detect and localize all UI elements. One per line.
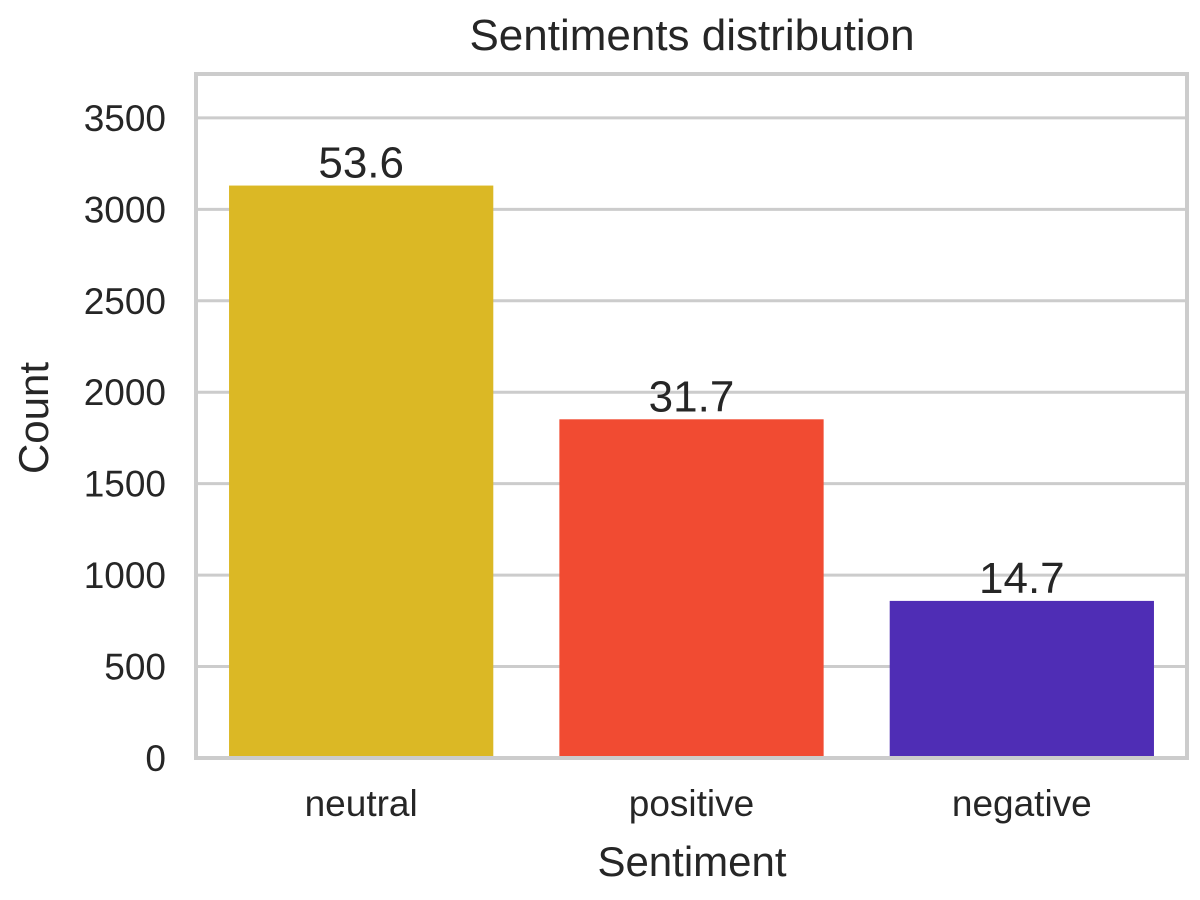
x-axis-label: Sentiment (597, 838, 786, 885)
y-tick-label: 3500 (84, 98, 166, 139)
y-tick-labels: 0 500 1000 1500 2000 2500 3000 3500 (84, 98, 166, 779)
x-tick-label: neutral (305, 783, 418, 824)
y-tick-label: 2000 (84, 372, 166, 413)
x-tick-labels: neutral positive negative (305, 783, 1092, 824)
data-label: 31.7 (649, 372, 735, 421)
y-tick-label: 500 (104, 647, 166, 688)
chart-title: Sentiments distribution (469, 11, 914, 60)
plot-frame (194, 72, 1189, 760)
y-tick-label: 1000 (84, 555, 166, 596)
y-tick-label: 2500 (84, 281, 166, 322)
y-tick-label: 0 (145, 738, 166, 779)
data-label: 14.7 (979, 554, 1065, 603)
data-label: 53.6 (318, 139, 404, 188)
y-tick-label: 3000 (84, 189, 166, 230)
bar-negative (889, 600, 1154, 758)
data-labels: 53.6 31.7 14.7 (318, 139, 1064, 603)
bar-positive (559, 419, 824, 758)
x-tick-label: negative (952, 783, 1092, 824)
bars (229, 185, 1154, 758)
y-axis-label: Count (10, 362, 57, 474)
bar-neutral (229, 185, 494, 758)
x-tick-label: positive (629, 783, 754, 824)
y-tick-label: 1500 (84, 464, 166, 505)
